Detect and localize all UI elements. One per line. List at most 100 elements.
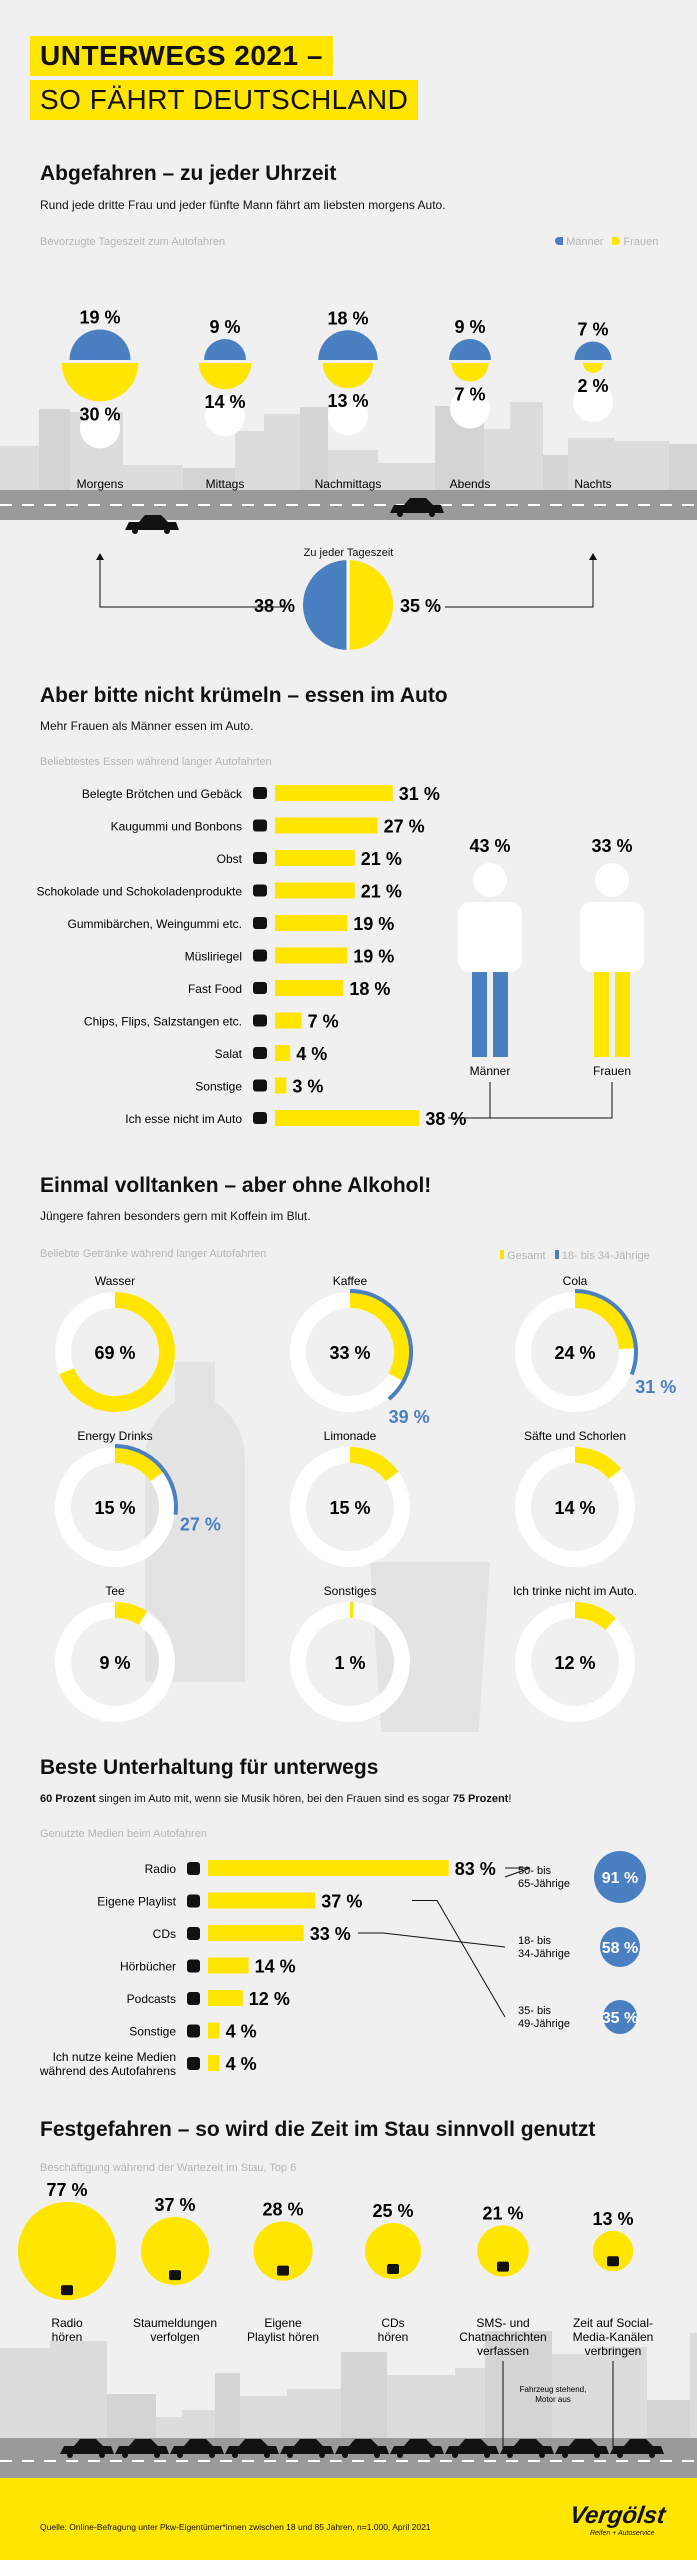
- media-category-label: Eigene Playlist: [97, 1895, 176, 1909]
- skyline-building: [647, 2400, 690, 2438]
- media-category-label: Sonstige: [129, 2025, 176, 2039]
- car-wheel: [209, 2452, 215, 2458]
- age-group-label: 65-Jährige: [518, 1878, 570, 1890]
- drink-total-value-label: 12 %: [554, 1653, 595, 1673]
- skyline-building: [484, 429, 510, 490]
- drink-category-label: Limonade: [324, 1429, 377, 1443]
- footer-logo-sub: Reifen + Autoservice: [590, 2530, 655, 2537]
- footer-logo[interactable]: Vergölst: [568, 2502, 668, 2529]
- jam-value-circle: [477, 2225, 529, 2277]
- man-figure-torso: [458, 902, 522, 972]
- cd-icon: [387, 2264, 399, 2274]
- age-group-value: 58 %: [602, 1940, 638, 1957]
- donut-total-arc: [574, 1447, 622, 1480]
- footer: Quelle: Online-Befragung unter Pkw-Eigen…: [0, 2478, 697, 2560]
- food-category-label: Schokolade und Schokoladenprodukte: [37, 885, 243, 899]
- drink-total-value-label: 15 %: [329, 1498, 370, 1518]
- overall-women-label: 35 %: [400, 596, 441, 616]
- age-group-label: 50- bis: [518, 1865, 552, 1877]
- car-icon: [170, 2439, 224, 2454]
- skyline-building: [107, 2394, 156, 2438]
- car-wheel: [319, 2452, 325, 2458]
- jam-value-label: 37 %: [154, 2195, 195, 2215]
- age-group-circle: [594, 1851, 646, 1903]
- women-value-label: 30 %: [79, 404, 120, 424]
- car-wheel: [67, 2452, 73, 2458]
- car-wheel: [594, 2452, 600, 2458]
- car-wheel: [452, 2452, 458, 2458]
- jam-category-label: Zeit auf Social-: [573, 2316, 653, 2330]
- skyline-building: [387, 2375, 455, 2438]
- jam-value-circle: [140, 2216, 210, 2286]
- men-value-label: 7 %: [577, 319, 608, 339]
- age-group-circle: [600, 1927, 640, 1967]
- period-bg-circle: [573, 382, 613, 422]
- gummy-bear-icon: [253, 917, 267, 929]
- car-icon: [60, 2439, 114, 2454]
- skyline-building: [300, 407, 328, 490]
- jam-category-label: Eigene: [264, 2316, 302, 2330]
- donut-total-arc: [114, 1447, 164, 1482]
- drink-young-value-label: 31 %: [635, 1377, 676, 1397]
- woman-figure-leg: [594, 972, 609, 1057]
- jam-category-label: hören: [52, 2330, 83, 2344]
- car-icon: [555, 2439, 609, 2454]
- donut-total-arc: [349, 1292, 410, 1381]
- drink-young-value-label: 27 %: [180, 1514, 221, 1534]
- food-value-label: 3 %: [292, 1077, 323, 1097]
- skyline-building: [264, 414, 300, 490]
- women-value-label: 14 %: [204, 392, 245, 412]
- donut-total-arc: [574, 1602, 617, 1631]
- media-chart: Radio 83 % Eigene Playlist 37 % CDs 33 % Hörbü…: [39, 1851, 646, 2078]
- women-half-circle: [451, 363, 489, 382]
- section4-caption: Genutzte Medien beim Autofahren: [40, 1828, 207, 1840]
- drink-total-value-label: 33 %: [329, 1343, 370, 1363]
- age-group-circle: [603, 2000, 637, 2034]
- dots-icon: [187, 2024, 200, 2038]
- jam-category-label: hören: [378, 2330, 409, 2344]
- section3-caption: Beliebte Getränke während langer Autofah…: [40, 1248, 267, 1260]
- men-value-label: 19 %: [79, 307, 120, 327]
- section3-legend: Gesamt 18- bis 34-Jährige: [500, 1250, 650, 1262]
- section4-subtitle-d: !: [508, 1793, 512, 1805]
- media-value-label: 33 %: [310, 1924, 351, 1944]
- car-wheel: [287, 2452, 293, 2458]
- section1-legend: Männer Frauen: [555, 236, 658, 248]
- header-line-1: UNTERWEGS 2021 –: [30, 36, 333, 76]
- food-category-label: Obst: [217, 852, 243, 866]
- bar-icon: [253, 949, 267, 962]
- section4-subtitle-b: singen im Auto mit, wenn sie Musik hören…: [95, 1793, 453, 1805]
- section5-caption: Beschäftigung während der Wartezeit im S…: [40, 2162, 297, 2174]
- car-wheel: [507, 2452, 513, 2458]
- age-group-value: 35 %: [602, 2010, 638, 2027]
- jam-value-label: 25 %: [372, 2201, 413, 2221]
- food-value-label: 19 %: [353, 914, 394, 934]
- age-group-label: 18- bis: [518, 1935, 552, 1947]
- section2-subtitle: Mehr Frauen als Männer essen im Auto.: [40, 719, 254, 733]
- food-value-label: 38 %: [425, 1109, 466, 1129]
- food-bar: [275, 947, 348, 964]
- car-icon: [280, 2439, 334, 2454]
- food-bar: [275, 915, 348, 931]
- skyline-building: [552, 2354, 596, 2438]
- jam-note: Motor aus: [535, 2395, 571, 2404]
- playlist-icon: [187, 1894, 200, 1908]
- social-icon: [607, 2256, 619, 2267]
- radio-icon: [169, 2270, 181, 2281]
- salad-icon: [253, 1047, 267, 1059]
- microphone-icon: [187, 1992, 200, 2005]
- men-value-label: 9 %: [454, 317, 485, 337]
- media-value-label: 4 %: [226, 2054, 257, 2074]
- jam-value-label: 13 %: [592, 2209, 633, 2229]
- drink-category-label: Wasser: [95, 1274, 135, 1288]
- car-icon: [500, 2439, 554, 2454]
- men-half-circle: [318, 330, 378, 360]
- burger-icon: [253, 982, 267, 994]
- food-category-label: Sonstige: [195, 1080, 242, 1094]
- section1-subtitle: Rund jede dritte Frau und jeder fünfte M…: [40, 198, 446, 212]
- overall-label: Zu jeder Tageszeit: [303, 547, 394, 559]
- car-wheel: [397, 511, 403, 517]
- skyline-building: [235, 431, 264, 490]
- men-value-label: 18 %: [327, 308, 368, 328]
- car-wheel: [374, 2452, 380, 2458]
